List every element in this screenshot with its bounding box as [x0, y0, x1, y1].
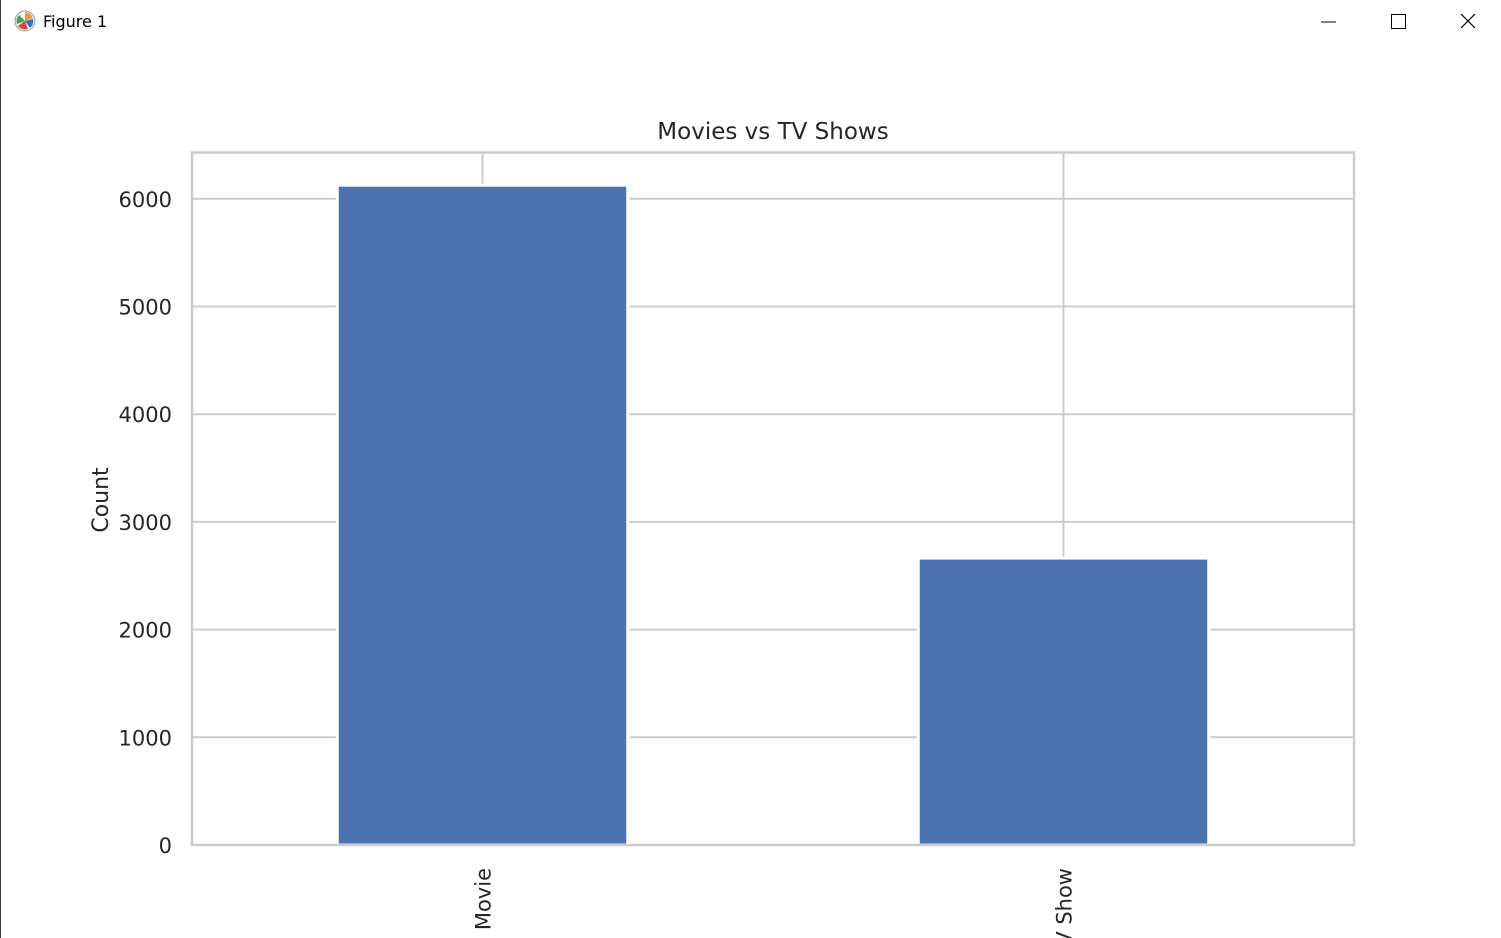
y-tick-label: 6000: [119, 188, 172, 212]
minimize-icon: [1321, 21, 1336, 23]
bar: [916, 556, 1211, 847]
maximize-icon: [1391, 14, 1406, 29]
minimize-button[interactable]: [1293, 0, 1363, 44]
close-icon: [1460, 13, 1476, 29]
title-bar[interactable]: Figure 1: [1, 0, 1501, 44]
x-tick-labels: Movie TV Show: [472, 868, 1077, 938]
y-tick-labels: 0 1000 2000 3000 4000 5000 6000: [119, 188, 172, 858]
chart-title: Movies vs TV Shows: [657, 119, 888, 145]
bar: [335, 183, 630, 847]
x-tick-label: Movie: [472, 868, 496, 930]
close-button[interactable]: [1433, 0, 1501, 44]
maximize-button[interactable]: [1363, 0, 1433, 44]
y-tick-label: 1000: [119, 726, 172, 750]
y-tick-label: 4000: [119, 403, 172, 427]
window-title: Figure 1: [43, 12, 108, 31]
y-tick-label: 5000: [119, 296, 172, 320]
y-tick-label: 3000: [119, 511, 172, 535]
y-tick-label: 0: [159, 834, 172, 858]
plot-frame: [190, 151, 1356, 847]
x-tick-label: TV Show: [1053, 868, 1077, 938]
bars: [335, 183, 1211, 847]
y-axis-label: Count: [89, 467, 114, 533]
matplotlib-icon: [14, 10, 36, 32]
y-tick-label: 2000: [119, 619, 172, 643]
bar-chart: 0 1000 2000 3000 4000 5000 6000 Movie TV Show M…: [89, 119, 1356, 938]
